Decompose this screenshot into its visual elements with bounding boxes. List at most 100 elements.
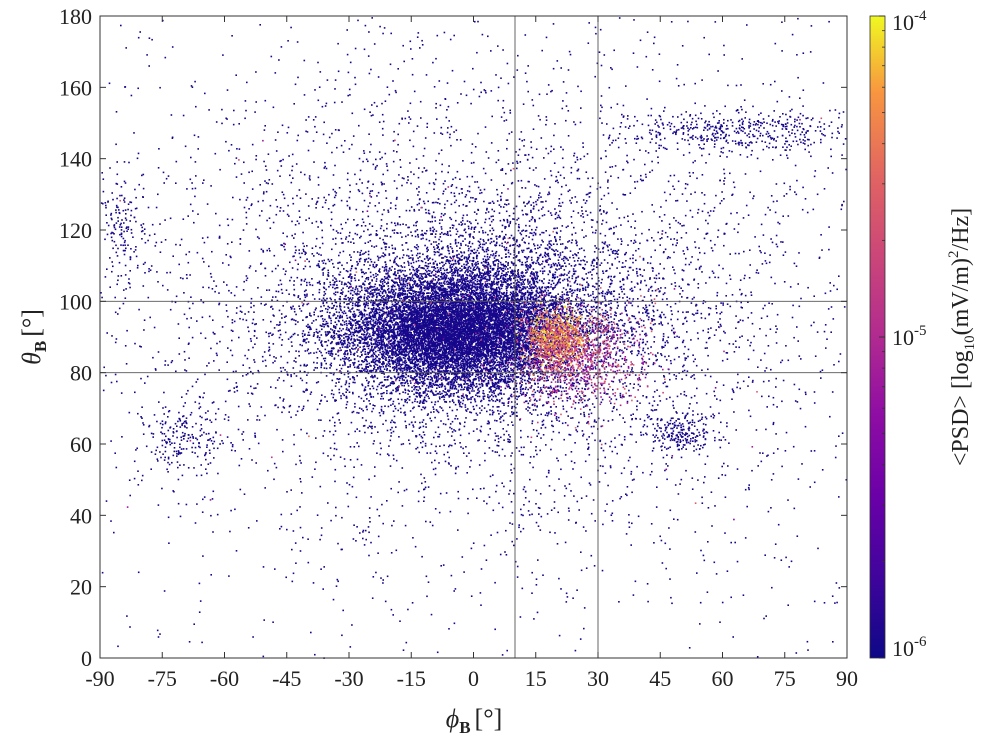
data-point xyxy=(632,315,634,318)
data-point xyxy=(437,352,440,355)
data-point xyxy=(452,264,455,266)
data-point xyxy=(512,342,514,344)
data-point xyxy=(427,390,429,392)
data-point xyxy=(478,390,481,393)
data-point xyxy=(470,352,472,355)
data-point xyxy=(442,395,445,397)
data-point xyxy=(363,360,366,363)
data-point xyxy=(408,319,411,321)
data-point xyxy=(415,333,417,336)
data-point xyxy=(372,355,374,358)
data-point xyxy=(513,285,515,287)
data-point xyxy=(457,361,460,364)
data-point xyxy=(375,308,377,311)
data-point xyxy=(492,305,494,308)
data-point xyxy=(416,347,418,349)
data-point xyxy=(451,400,454,402)
data-point xyxy=(463,351,466,354)
data-point xyxy=(445,296,447,299)
data-point xyxy=(421,281,423,284)
data-point xyxy=(555,295,557,297)
data-point xyxy=(343,283,346,286)
data-point xyxy=(424,296,427,298)
data-point xyxy=(387,278,390,281)
data-point xyxy=(437,370,439,373)
data-point xyxy=(529,338,531,341)
data-point xyxy=(392,400,395,403)
data-point xyxy=(354,381,356,384)
data-point xyxy=(418,386,420,388)
data-point xyxy=(519,316,521,318)
data-point xyxy=(393,375,396,378)
data-point xyxy=(446,275,448,277)
data-point xyxy=(289,336,292,339)
data-point xyxy=(515,312,518,314)
data-point xyxy=(420,358,423,360)
data-point xyxy=(420,336,423,338)
data-point xyxy=(526,334,528,337)
data-point xyxy=(317,263,320,265)
data-point xyxy=(499,302,502,304)
data-point xyxy=(373,334,375,337)
data-point xyxy=(512,371,514,373)
data-point xyxy=(402,269,404,272)
data-point xyxy=(451,409,454,412)
data-point xyxy=(425,322,428,324)
data-point xyxy=(474,350,476,353)
data-point xyxy=(440,282,443,284)
data-point xyxy=(414,295,416,298)
data-point xyxy=(443,398,445,401)
data-point xyxy=(352,348,354,350)
data-point xyxy=(392,348,394,350)
data-point xyxy=(493,283,496,285)
data-point xyxy=(493,322,496,325)
data-point xyxy=(519,392,522,394)
data-point xyxy=(407,393,409,395)
data-point xyxy=(317,381,320,383)
data-point xyxy=(420,278,423,280)
data-point xyxy=(444,365,447,367)
data-point xyxy=(584,286,587,288)
data-point xyxy=(510,373,512,376)
data-point xyxy=(383,379,386,381)
data-point xyxy=(440,386,443,388)
data-point xyxy=(374,360,377,363)
data-point xyxy=(397,323,400,325)
data-point xyxy=(479,289,482,291)
data-point xyxy=(361,275,364,278)
data-point xyxy=(394,355,397,358)
data-point xyxy=(401,377,404,380)
data-point xyxy=(444,359,446,361)
data-point xyxy=(508,351,510,354)
data-point xyxy=(380,405,383,408)
data-point xyxy=(505,370,507,373)
data-point xyxy=(335,368,338,371)
data-point xyxy=(385,365,387,367)
data-point xyxy=(399,365,402,368)
data-point xyxy=(390,356,392,359)
data-point xyxy=(478,292,480,295)
data-point xyxy=(363,296,366,298)
data-point xyxy=(567,303,569,306)
data-point xyxy=(464,284,467,286)
data-point xyxy=(403,412,405,414)
data-point xyxy=(383,229,385,232)
data-point xyxy=(413,362,416,364)
data-point xyxy=(526,291,529,294)
data-point xyxy=(481,274,483,277)
data-point xyxy=(504,311,506,314)
data-point xyxy=(392,324,394,326)
data-point xyxy=(511,305,514,308)
data-point xyxy=(460,395,463,397)
data-point xyxy=(421,385,424,387)
data-point xyxy=(385,357,387,359)
data-point xyxy=(523,357,526,360)
data-point xyxy=(485,310,487,313)
data-point xyxy=(553,250,556,252)
data-point xyxy=(442,313,445,315)
data-point xyxy=(572,333,575,336)
data-point xyxy=(331,353,334,355)
data-point xyxy=(406,311,408,314)
data-point xyxy=(324,331,327,333)
data-point xyxy=(481,338,484,341)
